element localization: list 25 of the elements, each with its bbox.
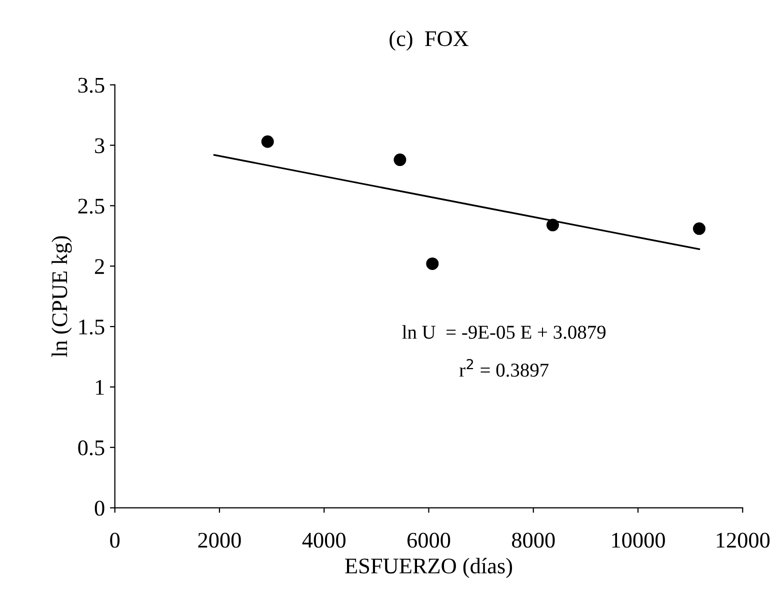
x-tick-label: 0 — [110, 532, 120, 548]
x-tick-label: 12000 — [716, 532, 770, 548]
x-tick-label: 4000 — [302, 532, 346, 548]
point — [546, 218, 559, 232]
y-tick-label: 1.5 — [79, 320, 104, 335]
x-tick-label: 6000 — [407, 532, 450, 548]
point — [261, 135, 274, 148]
chart-title: (c) FOX — [390, 30, 468, 51]
x-tick-label: 8000 — [512, 532, 555, 548]
y-tick-label: 0 — [94, 500, 104, 516]
y-tick-label: 2.5 — [78, 198, 104, 214]
point — [426, 257, 439, 270]
y-tick-label: 3 — [95, 138, 104, 154]
x-axis-title: ESFUERZO (días) — [345, 558, 512, 578]
y-tick-label: 3.5 — [78, 78, 104, 93]
x-tick-label: 2000 — [198, 532, 241, 548]
annotation: ln U = -9E-05 E + 3.0879 — [402, 325, 606, 339]
point — [692, 222, 706, 235]
x-tick-label: 10000 — [612, 532, 665, 548]
point — [394, 154, 406, 166]
y-tick-label: 0.5 — [78, 440, 104, 456]
y-axis-title: ln (CPUE kg) — [52, 236, 72, 357]
y-tick-label: 1 — [96, 380, 104, 395]
y-tick-label: 2 — [94, 259, 104, 274]
annotation: r$^{2}$ = 0.3897 — [459, 359, 549, 377]
